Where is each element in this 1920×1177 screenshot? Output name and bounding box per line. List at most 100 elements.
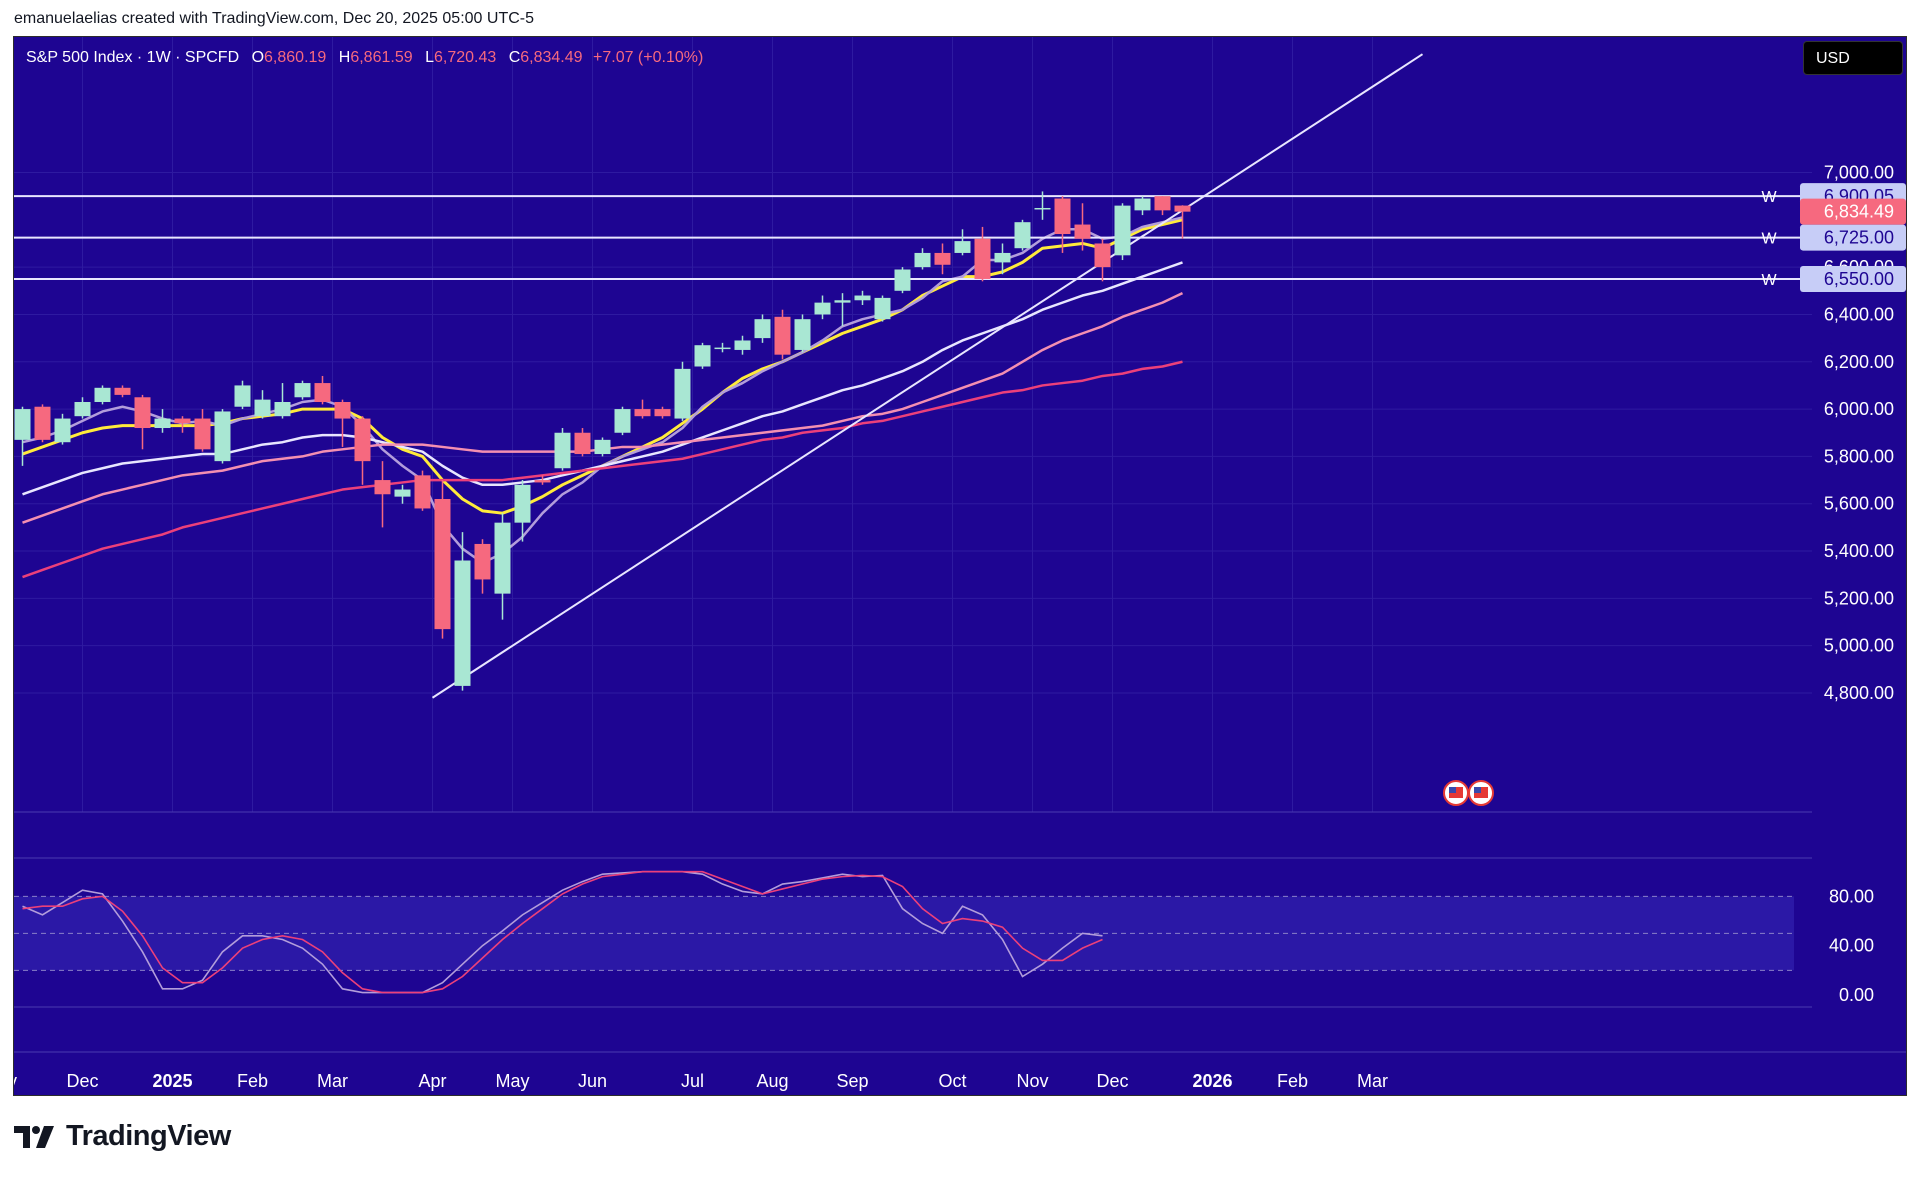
support-trendline <box>431 53 1424 699</box>
low-label: L <box>425 49 434 66</box>
candle-body <box>1074 224 1091 239</box>
candle-body <box>874 297 891 320</box>
candle <box>494 513 511 620</box>
candle <box>734 335 751 355</box>
candle-body <box>34 406 51 440</box>
chart-panel[interactable]: WWW7,000.006,600.006,400.006,200.006,000… <box>13 36 1907 1096</box>
time-axis-label: Nov <box>1016 1071 1048 1091</box>
candle-body <box>534 480 551 483</box>
candle <box>574 428 591 457</box>
candle-body <box>1034 207 1051 210</box>
candle-body <box>374 480 391 495</box>
badge-label: 6,834.49 <box>1824 202 1894 222</box>
candle-body <box>614 409 631 433</box>
tradingview-logo[interactable]: TradingView <box>14 1120 231 1153</box>
candle-body <box>814 302 831 315</box>
time-axis-label: May <box>495 1071 529 1091</box>
candle-body <box>1094 243 1111 268</box>
candle <box>634 399 651 419</box>
time-axis-label: 2025 <box>152 1071 192 1091</box>
candle-body <box>654 409 671 417</box>
candle-body <box>234 385 251 407</box>
candle <box>374 461 391 528</box>
candle <box>114 385 131 398</box>
open-label: O <box>251 49 265 66</box>
badge-bg <box>1800 265 1906 292</box>
time-axis-label: Mar <box>317 1071 348 1091</box>
candle <box>254 390 271 419</box>
candle-body <box>1014 222 1031 249</box>
candle <box>474 539 491 594</box>
candle <box>954 229 971 256</box>
candle <box>714 342 731 353</box>
candle <box>74 397 91 419</box>
time-axis-label: Jun <box>578 1071 607 1091</box>
tradingview-logo-icon <box>14 1124 56 1150</box>
candle-body <box>114 387 131 395</box>
candle-body <box>154 418 171 429</box>
candle <box>214 409 231 464</box>
candle <box>674 361 691 421</box>
candle <box>1134 196 1151 216</box>
candle <box>1074 203 1091 251</box>
candle-body <box>954 241 971 253</box>
candle <box>974 226 991 282</box>
candle-body <box>1114 205 1131 256</box>
candle-body <box>1174 205 1191 212</box>
price-level-badge: 6,725.00 <box>1800 224 1906 251</box>
candle-body <box>454 560 471 686</box>
candle-body <box>134 397 151 429</box>
candle-body <box>674 368 691 419</box>
candle <box>274 383 291 419</box>
candle-body <box>494 522 511 594</box>
price-chart[interactable]: WWW7,000.006,600.006,400.006,200.006,000… <box>14 37 1907 1096</box>
candle <box>414 470 431 511</box>
badge-bg <box>1800 224 1906 251</box>
currency-button[interactable]: USD <box>1803 41 1903 75</box>
symbol-legend: S&P 500 Index · 1W · SPCFD O6,860.19 H6,… <box>26 49 703 67</box>
candle-body <box>914 252 931 268</box>
candle-body <box>354 418 371 462</box>
candle-body <box>274 401 291 417</box>
candle-body <box>434 498 451 630</box>
stoch-k-line <box>22 870 1103 994</box>
price-axis-label: 5,200.00 <box>1824 588 1894 608</box>
candle-body <box>394 489 411 497</box>
candle-body <box>774 316 791 355</box>
candle-body <box>994 252 1011 263</box>
badge-label: 6,550.00 <box>1824 269 1894 289</box>
candle-body <box>714 347 731 350</box>
candle-body <box>194 418 211 450</box>
candle <box>294 380 311 400</box>
symbol-name[interactable]: S&P 500 Index · 1W · SPCFD <box>26 49 240 66</box>
candle <box>1114 203 1131 261</box>
ema-pink-line <box>22 292 1184 524</box>
candle <box>594 437 611 457</box>
candle <box>654 406 671 419</box>
candle <box>94 385 111 405</box>
candle <box>434 480 451 639</box>
candle <box>994 243 1011 275</box>
candle <box>1154 196 1171 216</box>
candle <box>794 314 811 353</box>
price-axis-label: 7,000.00 <box>1824 163 1894 183</box>
candle <box>774 309 791 360</box>
candle <box>1174 205 1191 239</box>
candle <box>1034 191 1051 220</box>
time-axis-label: v <box>14 1071 17 1091</box>
level-marker-w: W <box>1761 272 1777 289</box>
candle <box>354 416 371 485</box>
candle <box>834 293 851 327</box>
candle <box>174 416 191 433</box>
candle <box>34 404 51 443</box>
candle-body <box>254 399 271 417</box>
candle <box>814 295 831 320</box>
oscillator-band <box>14 896 1794 971</box>
price-axis-label: 5,000.00 <box>1824 636 1894 656</box>
candle <box>314 375 331 405</box>
candle <box>134 394 151 450</box>
candle-body <box>294 383 311 398</box>
candle <box>614 406 631 436</box>
us-flag-event-icon <box>1443 780 1469 806</box>
candle <box>334 399 351 447</box>
